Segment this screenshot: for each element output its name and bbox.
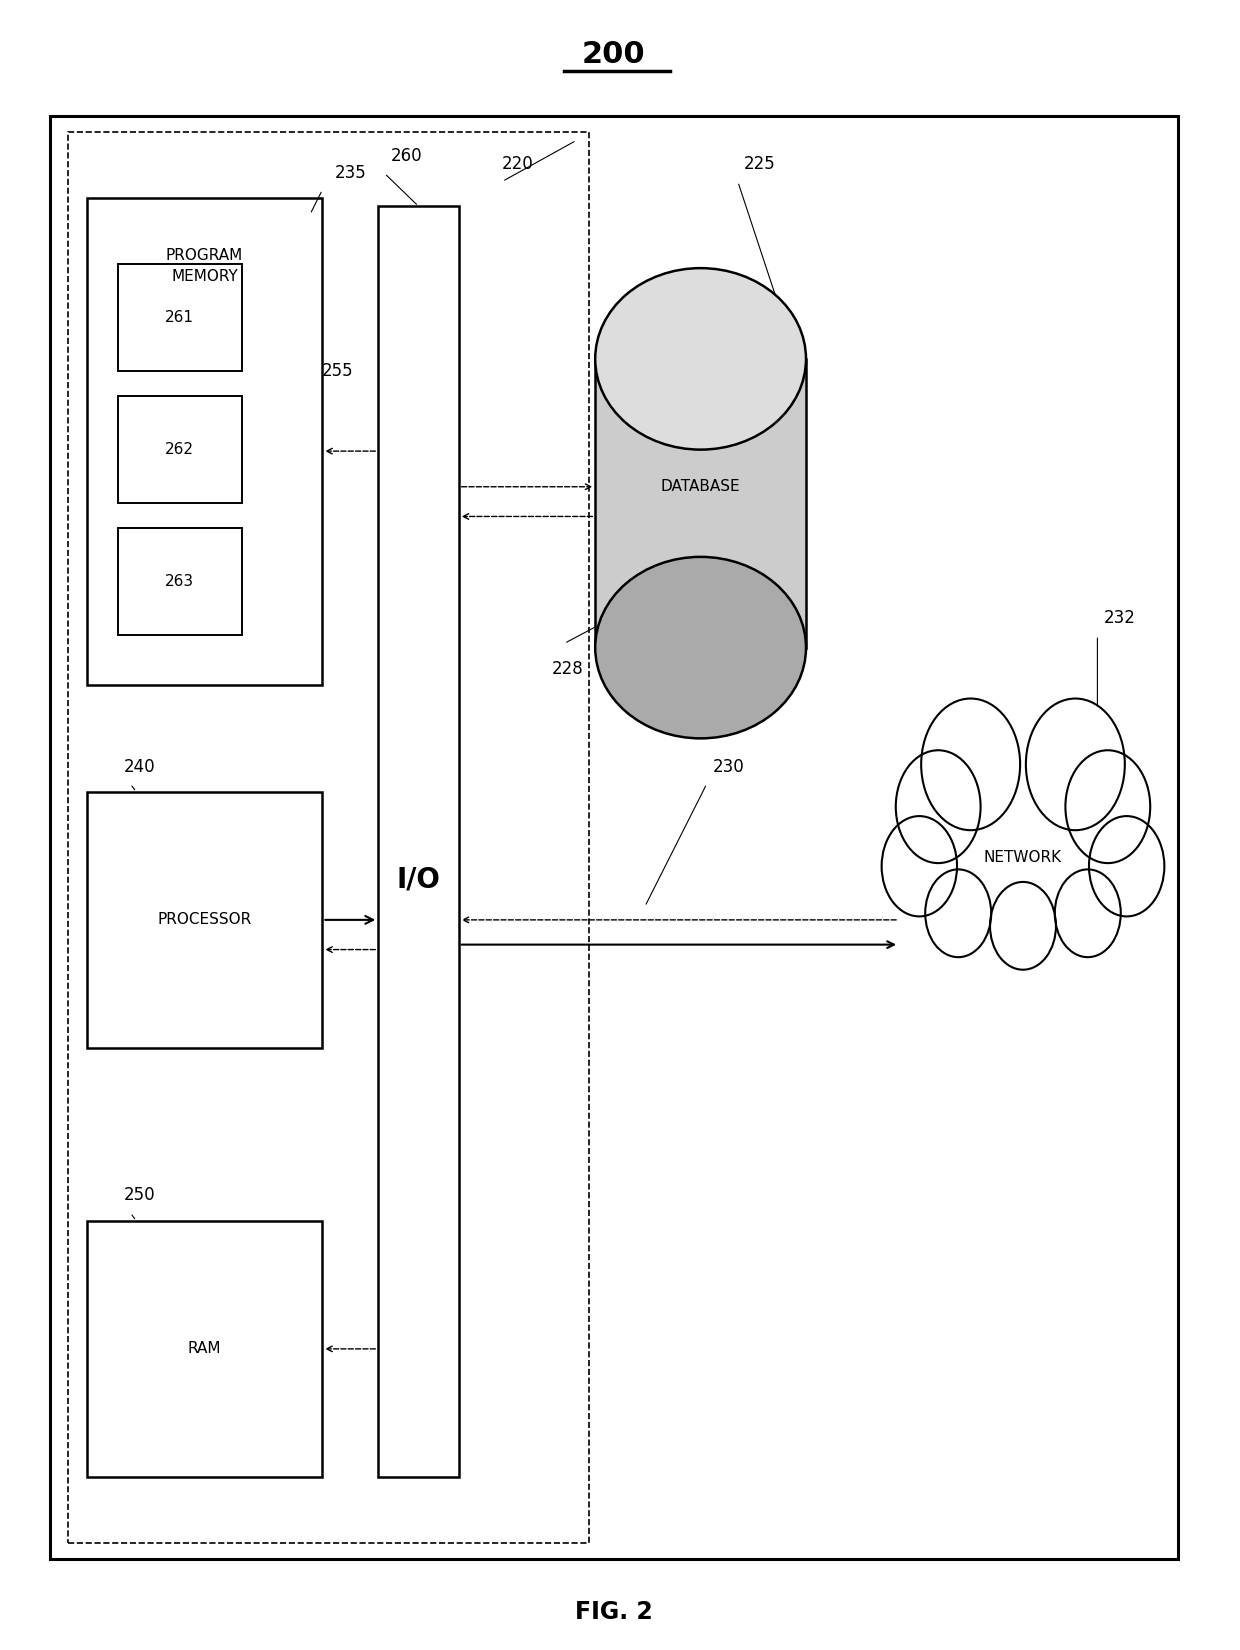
Text: PROGRAM
MEMORY: PROGRAM MEMORY xyxy=(166,248,243,284)
Text: 228: 228 xyxy=(552,660,584,678)
Bar xyxy=(118,264,242,371)
Text: 255: 255 xyxy=(321,361,353,380)
Bar xyxy=(378,206,459,1477)
Text: 235: 235 xyxy=(335,163,367,182)
Bar xyxy=(118,528,242,635)
Text: PROCESSOR: PROCESSOR xyxy=(157,912,252,927)
Text: 232: 232 xyxy=(1104,609,1136,627)
Circle shape xyxy=(1089,817,1164,916)
Ellipse shape xyxy=(595,267,806,449)
Text: 260: 260 xyxy=(391,147,423,165)
Text: 263: 263 xyxy=(165,574,195,589)
Circle shape xyxy=(921,698,1021,830)
Text: 220: 220 xyxy=(502,155,534,173)
Text: 262: 262 xyxy=(165,442,195,457)
Bar xyxy=(118,396,242,503)
Ellipse shape xyxy=(595,558,806,739)
Text: NETWORK: NETWORK xyxy=(983,850,1063,866)
Text: 200: 200 xyxy=(582,40,646,69)
Text: 261: 261 xyxy=(165,310,195,325)
Bar xyxy=(50,116,1178,1559)
Bar xyxy=(87,198,322,685)
Text: DATABASE: DATABASE xyxy=(661,478,740,495)
Circle shape xyxy=(990,881,1056,970)
Circle shape xyxy=(882,817,957,916)
Bar xyxy=(87,1221,322,1477)
Circle shape xyxy=(1065,751,1151,863)
Bar xyxy=(595,360,806,648)
Bar xyxy=(87,792,322,1048)
Circle shape xyxy=(895,751,981,863)
Text: FIG. 2: FIG. 2 xyxy=(575,1600,652,1624)
Text: RAM: RAM xyxy=(187,1341,222,1356)
Circle shape xyxy=(1055,870,1121,957)
Circle shape xyxy=(1025,698,1125,830)
Text: 225: 225 xyxy=(744,155,776,173)
Text: I/O: I/O xyxy=(397,866,440,894)
Text: 230: 230 xyxy=(713,757,745,776)
Text: 240: 240 xyxy=(124,757,156,776)
Circle shape xyxy=(925,870,991,957)
Text: 250: 250 xyxy=(124,1186,156,1204)
Bar xyxy=(68,132,589,1543)
